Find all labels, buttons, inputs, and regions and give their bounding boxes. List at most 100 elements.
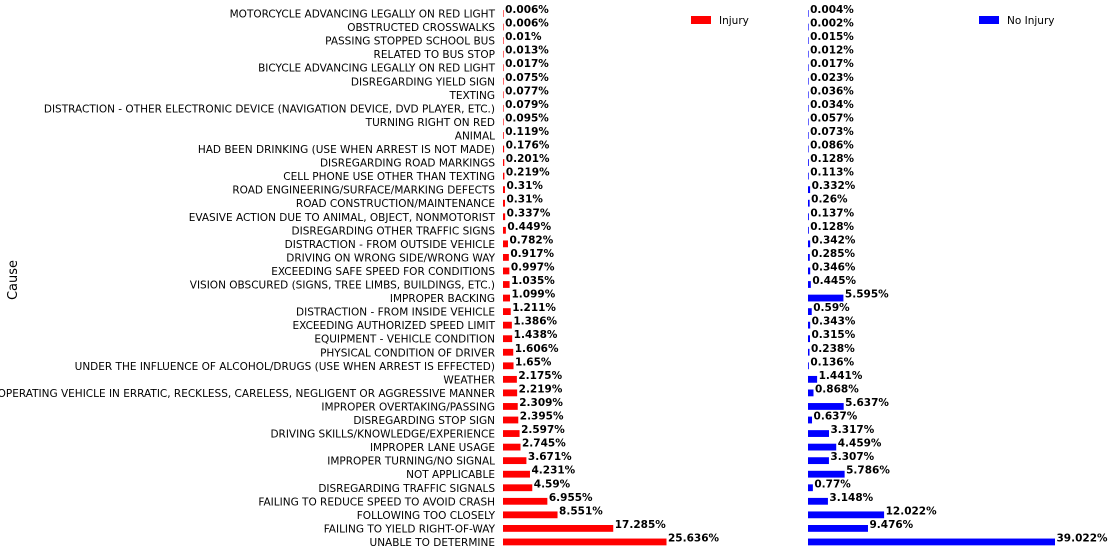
no-injury-bar [808, 538, 1055, 546]
no-injury-bar [808, 64, 809, 72]
no-injury-bar [808, 403, 844, 410]
no-injury-bar [808, 470, 845, 478]
injury-bar [503, 199, 505, 207]
injury-legend: Injury [691, 15, 749, 27]
no-injury-value-label: 0.023% [810, 72, 854, 84]
injury-value-label: 2.219% [519, 383, 563, 395]
no-injury-bar [808, 145, 809, 153]
category-label: VISION OBSCURED (SIGNS, TREE LIMBS, BUIL… [190, 280, 495, 292]
injury-value-label: 0.013% [505, 45, 549, 57]
category-label: DISREGARDING OTHER TRAFFIC SIGNS [292, 225, 496, 237]
no-injury-bar [808, 335, 810, 343]
no-injury-bar [808, 416, 813, 424]
no-injury-bar [808, 226, 809, 234]
no-injury-value-label: 0.137% [810, 207, 854, 219]
injury-value-label: 25.636% [668, 532, 720, 544]
no-injury-bar [808, 430, 829, 437]
no-injury-value-label: 5.637% [845, 397, 889, 409]
no-injury-bar [808, 375, 818, 383]
no-injury-bar [808, 132, 809, 139]
no-injury-panel: 0.004%0.002%0.015%0.012%0.017%0.023%0.03… [808, 4, 1109, 546]
injury-bar [503, 484, 533, 492]
no-injury-bar [808, 525, 868, 532]
category-label: OBSTRUCTED CROSSWALKS [347, 22, 495, 34]
category-label: DISREGARDING YIELD SIGN [351, 76, 495, 88]
category-label: CELL PHONE USE OTHER THAN TEXTING [283, 171, 495, 183]
no-injury-value-label: 39.022% [1057, 532, 1109, 544]
injury-bar [503, 308, 511, 315]
no-injury-bar [808, 199, 810, 207]
category-label: FAILING TO YIELD RIGHT-OF-WAY [324, 523, 496, 535]
category-label: DISREGARDING STOP SIGN [353, 415, 495, 427]
no-injury-value-label: 0.057% [810, 112, 854, 124]
injury-value-label: 2.175% [518, 370, 562, 382]
no-injury-bar [808, 118, 809, 126]
injury-bar [503, 294, 511, 302]
no-injury-value-label: 0.017% [810, 58, 854, 70]
no-injury-bar [808, 308, 812, 315]
injury-value-label: 0.449% [507, 221, 551, 233]
injury-value-label: 0.176% [506, 140, 550, 152]
injury-bar [503, 172, 505, 180]
no-injury-value-label: 0.342% [812, 234, 856, 246]
no-injury-value-label: 0.445% [812, 275, 856, 287]
injury-value-label: 0.075% [505, 72, 549, 84]
category-label: PASSING STOPPED SCHOOL BUS [325, 36, 495, 48]
no-injury-bar [808, 104, 809, 112]
no-injury-bar [808, 267, 811, 275]
no-injury-bar [808, 443, 837, 451]
injury-value-label: 6.955% [549, 492, 593, 504]
injury-bar [503, 348, 514, 356]
injury-bar [503, 132, 504, 139]
no-injury-value-label: 0.343% [812, 316, 856, 328]
injury-value-label: 0.017% [505, 58, 549, 70]
injury-value-label: 1.65% [515, 356, 552, 368]
no-injury-legend: No Injury [979, 15, 1054, 27]
no-injury-value-label: 0.136% [810, 356, 854, 368]
no-injury-value-label: 0.113% [810, 167, 854, 179]
category-label: UNDER THE INFLUENCE OF ALCOHOL/DRUGS (US… [75, 361, 495, 373]
injury-bar [503, 64, 504, 72]
no-injury-value-label: 0.015% [810, 31, 854, 43]
category-label: DISTRACTION - FROM OUTSIDE VEHICLE [285, 239, 495, 251]
no-injury-value-label: 0.868% [815, 383, 859, 395]
injury-value-label: 0.006% [505, 4, 549, 16]
injury-bar [503, 226, 506, 234]
no-injury-bar [808, 213, 809, 221]
no-injury-value-label: 9.476% [869, 519, 913, 531]
no-injury-bar [808, 23, 809, 31]
injury-bar [503, 281, 510, 288]
no-injury-value-label: 5.595% [845, 289, 889, 301]
injury-value-label: 8.551% [559, 505, 603, 517]
no-injury-value-label: 0.036% [810, 85, 854, 97]
no-injury-bar [808, 497, 828, 505]
no-injury-bar [808, 254, 810, 261]
no-injury-value-label: 0.128% [810, 221, 854, 233]
category-label: DISTRACTION - OTHER ELECTRONIC DEVICE (N… [44, 103, 495, 115]
category-label: NOT APPLICABLE [406, 469, 495, 481]
injury-bar [503, 497, 548, 505]
no-injury-bar [808, 457, 829, 465]
injury-bar [503, 403, 518, 410]
injury-bar [503, 443, 521, 451]
injury-bar [503, 335, 513, 343]
injury-bar [503, 240, 508, 248]
injury-legend-label: Injury [719, 15, 749, 27]
injury-value-label: 17.285% [615, 519, 667, 531]
injury-value-label: 4.231% [531, 465, 575, 477]
category-label: TURNING RIGHT ON RED [365, 117, 495, 129]
category-label: ANIMAL [455, 130, 495, 142]
no-injury-bar [808, 172, 809, 180]
injury-value-label: 2.745% [522, 438, 566, 450]
injury-bar [503, 430, 520, 437]
injury-bar [503, 37, 504, 44]
injury-value-label: 2.597% [521, 424, 565, 436]
no-injury-bar [808, 321, 811, 329]
no-injury-legend-label: No Injury [1007, 15, 1054, 27]
no-injury-value-label: 3.148% [829, 492, 873, 504]
injury-bar [503, 23, 504, 31]
category-label: OPERATING VEHICLE IN ERRATIC, RECKLESS, … [0, 388, 495, 400]
no-injury-bar [808, 348, 810, 356]
injury-value-label: 0.997% [511, 261, 555, 273]
